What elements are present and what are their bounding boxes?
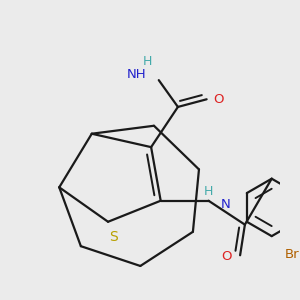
Text: H: H (142, 55, 152, 68)
Text: H: H (204, 185, 213, 198)
Text: O: O (213, 93, 224, 106)
Text: S: S (110, 230, 118, 244)
Text: NH: NH (127, 68, 146, 81)
Text: N: N (221, 198, 231, 211)
Text: Br: Br (284, 248, 299, 261)
Text: O: O (221, 250, 232, 263)
